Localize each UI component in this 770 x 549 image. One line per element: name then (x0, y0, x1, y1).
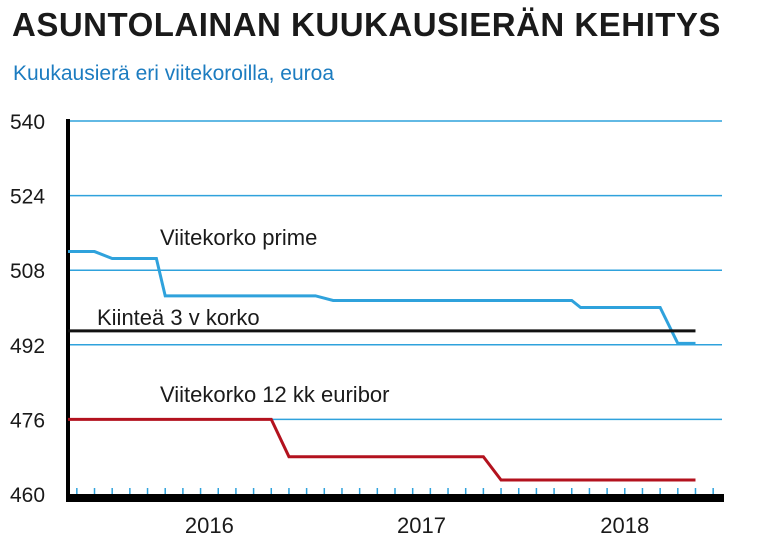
x-tick-label-2018: 2018 (600, 513, 649, 538)
grid-lines (68, 120, 722, 421)
series-labels: Viitekorko prime Kiinteä 3 v korko Viiteko… (97, 225, 390, 407)
x-tick-label-2016: 2016 (185, 513, 234, 538)
chart-subtitle: Kuukausierä eri viitekoroilla, euroa (13, 62, 334, 85)
x-axis-ticks: 2016 2017 2018 (185, 513, 649, 538)
series-label-2: Viitekorko 12 kk euribor (160, 382, 390, 407)
series-lines (68, 250, 696, 482)
y-tick-label-540: 540 (10, 111, 45, 134)
y-tick-label-460: 460 (10, 484, 45, 507)
series-line-0 (68, 250, 696, 345)
y-axis-ticks: 460 476 492 508 524 540 (10, 111, 45, 507)
chart-title: ASUNTOLAINAN KUUKAUSIERÄN KEHITYS (12, 6, 721, 43)
y-tick-label-476: 476 (10, 409, 45, 432)
series-line-2 (68, 417, 696, 482)
y-tick-label-524: 524 (10, 186, 45, 209)
x-tick-label-2017: 2017 (397, 513, 446, 538)
axes (66, 119, 724, 502)
y-tick-label-508: 508 (10, 260, 45, 283)
series-label-0: Viitekorko prime (160, 225, 317, 250)
series-label-1: Kiinteä 3 v korko (97, 305, 260, 330)
y-tick-label-492: 492 (10, 335, 45, 358)
x-axis-baseline (66, 494, 724, 502)
